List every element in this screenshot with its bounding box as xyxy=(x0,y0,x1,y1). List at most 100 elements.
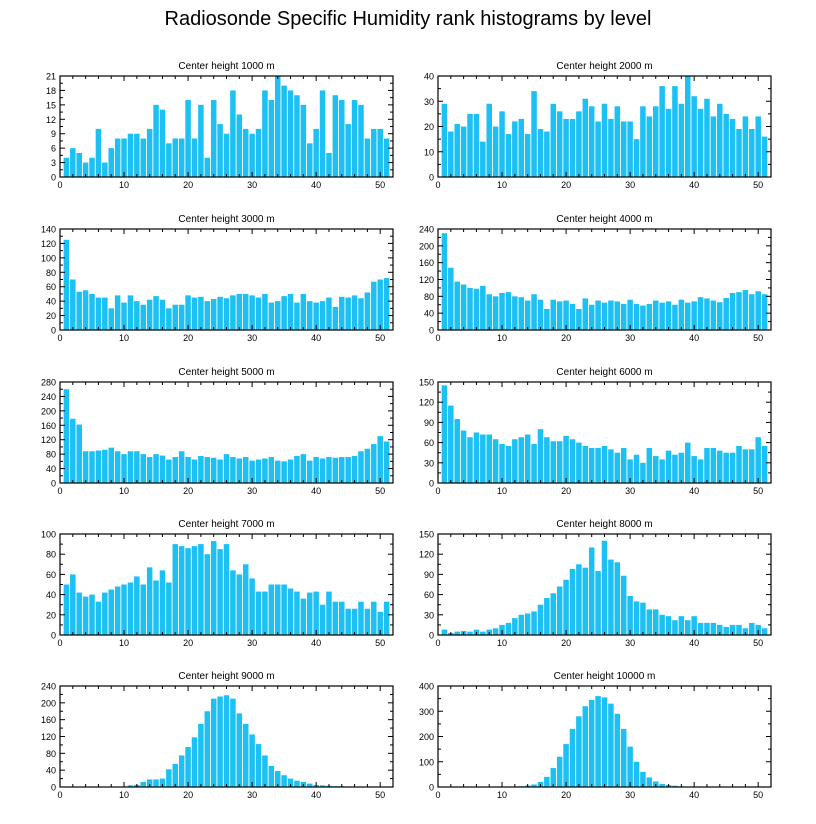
histogram-bar xyxy=(480,141,486,177)
histogram-bar xyxy=(217,696,223,787)
histogram-bar xyxy=(755,291,761,330)
histogram-bar xyxy=(704,447,710,483)
histogram-bar xyxy=(339,100,345,177)
histogram-bar xyxy=(563,435,569,483)
histogram-bar xyxy=(300,598,307,635)
x-tick-label: 40 xyxy=(689,638,699,648)
histogram-bar xyxy=(505,622,512,635)
histogram-bar xyxy=(512,121,518,177)
histogram-bar xyxy=(191,297,198,330)
y-tick-label: 0 xyxy=(429,173,434,183)
histogram-bar xyxy=(351,608,358,635)
histogram-bar xyxy=(518,118,525,177)
histogram-bar xyxy=(582,567,589,635)
histogram-bar xyxy=(102,449,108,483)
histogram-bar xyxy=(198,104,204,177)
histogram-bar xyxy=(127,785,134,787)
histogram-bar xyxy=(518,614,525,635)
x-tick-label: 40 xyxy=(689,790,699,800)
histogram-bar xyxy=(383,278,390,330)
histogram-bar xyxy=(505,134,512,177)
histogram-bar xyxy=(114,451,121,483)
histogram-bar xyxy=(620,303,627,330)
histogram-bar xyxy=(717,302,723,330)
histogram-bar xyxy=(588,304,595,330)
histogram-bar xyxy=(159,570,166,635)
histogram-bar xyxy=(685,302,691,330)
histogram-bar xyxy=(364,608,371,635)
histogram-bar xyxy=(166,582,172,635)
histogram-bar xyxy=(749,129,755,177)
histogram-bar xyxy=(697,622,704,635)
histogram-bar xyxy=(153,104,159,177)
histogram-bar xyxy=(185,747,191,787)
x-tick-label: 40 xyxy=(311,486,321,496)
histogram-bar xyxy=(191,138,198,177)
histogram-bar xyxy=(294,95,300,177)
histogram-bar xyxy=(512,296,518,330)
histogram-bar xyxy=(518,437,525,483)
histogram-bar xyxy=(364,138,371,177)
histogram-bar xyxy=(230,698,236,788)
x-tick-label: 50 xyxy=(753,790,763,800)
histogram-bar xyxy=(191,737,198,787)
histogram-bar xyxy=(480,631,486,635)
histogram-bar xyxy=(717,103,723,177)
panel-title: Center height 1000 m xyxy=(178,61,274,72)
histogram-bar xyxy=(281,461,287,483)
histogram-bar xyxy=(544,437,550,483)
histogram-bar xyxy=(210,698,217,788)
x-tick-label: 20 xyxy=(561,180,571,190)
histogram-bar xyxy=(326,297,332,330)
histogram-bar xyxy=(114,295,121,330)
histogram-bar xyxy=(595,447,601,483)
histogram-bar xyxy=(294,591,300,635)
histogram-bar xyxy=(608,559,614,635)
histogram-bar xyxy=(595,696,601,787)
histogram-bar xyxy=(377,611,383,635)
x-tick-label: 30 xyxy=(625,180,635,190)
histogram-bar xyxy=(95,297,102,330)
x-tick-label: 20 xyxy=(183,638,193,648)
y-tick-label: 30 xyxy=(424,610,434,620)
histogram-bar xyxy=(588,447,595,483)
histogram-bar xyxy=(608,703,614,787)
histogram-bar xyxy=(473,113,480,178)
x-tick-label: 30 xyxy=(625,638,635,648)
x-tick-label: 20 xyxy=(561,333,571,343)
histogram-bar xyxy=(755,624,761,635)
histogram-bar xyxy=(108,308,114,330)
y-tick-label: 80 xyxy=(424,292,434,302)
x-tick-label: 0 xyxy=(435,486,440,496)
histogram-bar xyxy=(448,131,454,177)
histogram-bar xyxy=(287,459,294,483)
histogram-bar xyxy=(70,279,76,330)
histogram-bar xyxy=(70,418,76,483)
histogram-bar xyxy=(492,628,499,635)
histogram-bar xyxy=(121,138,127,177)
y-tick-label: 140 xyxy=(41,225,56,235)
histogram-bar xyxy=(300,454,307,483)
histogram-bar xyxy=(659,302,665,330)
y-tick-label: 120 xyxy=(419,275,434,285)
histogram-bar xyxy=(377,128,383,177)
histogram-bar xyxy=(697,459,704,483)
histogram-bar xyxy=(544,131,550,177)
panel-10: Center height 10000 m 0 10 20 30 40 50 0 100 200 3… xyxy=(419,671,772,800)
y-tick-label: 20 xyxy=(424,122,434,132)
histogram-bar xyxy=(640,771,646,787)
y-tick-label: 40 xyxy=(46,766,56,776)
y-tick-label: 120 xyxy=(41,435,56,445)
histogram-bar xyxy=(755,437,761,483)
histogram-bar xyxy=(223,454,230,483)
histogram-bar xyxy=(691,96,697,177)
histogram-bar xyxy=(339,296,345,330)
histogram-bar xyxy=(63,157,70,177)
panel-title: Center height 8000 m xyxy=(556,519,652,530)
histogram-bar xyxy=(153,580,159,635)
histogram-bar xyxy=(70,148,76,177)
histogram-bar xyxy=(294,780,300,787)
histogram-bar xyxy=(563,118,569,177)
histogram-bar xyxy=(242,128,249,177)
histogram-bar xyxy=(614,452,621,483)
